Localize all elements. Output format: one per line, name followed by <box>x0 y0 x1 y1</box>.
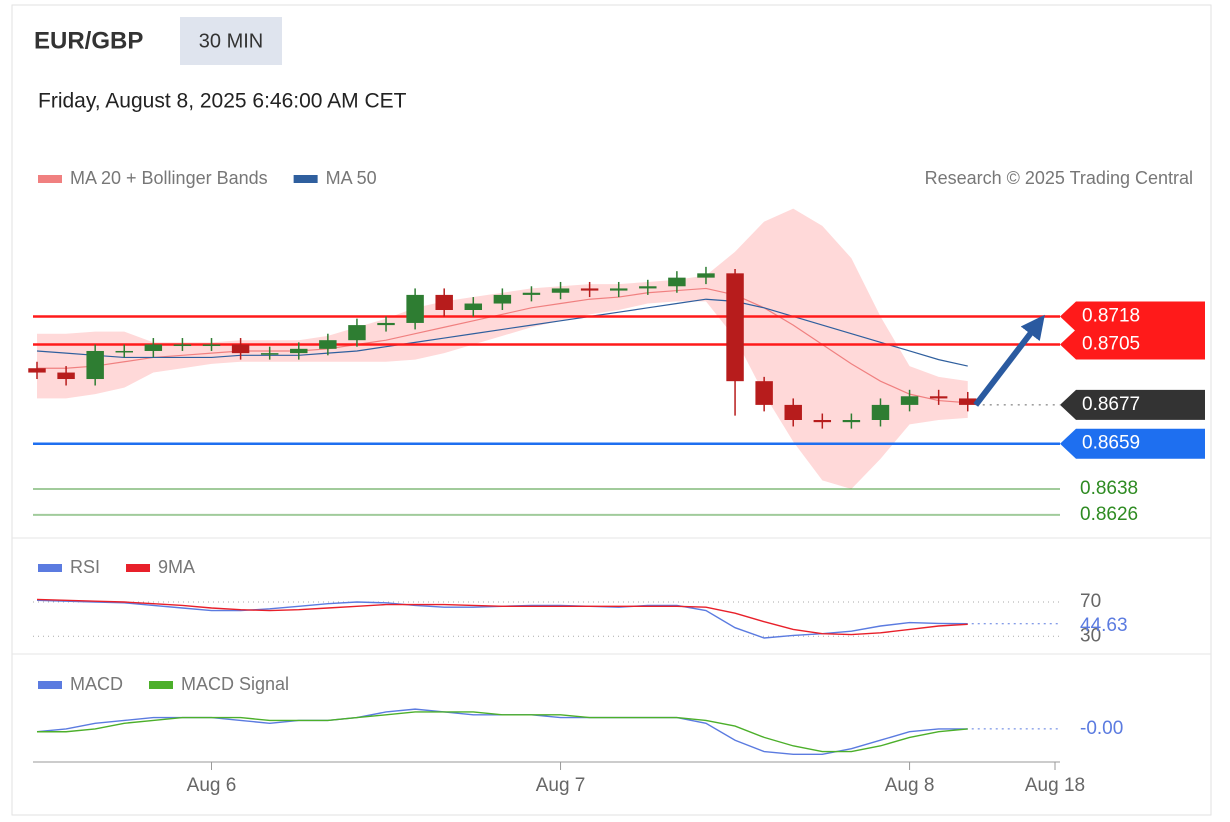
legend-swatch <box>293 175 318 183</box>
level-label: 0.8626 <box>1080 504 1138 525</box>
x-tick-label: Aug 7 <box>536 775 586 796</box>
level-label: 0.8659 <box>1082 433 1140 454</box>
last-value-label: 44.63 <box>1080 615 1128 636</box>
credit: Research © 2025 Trading Central <box>925 168 1193 188</box>
candle-body <box>900 396 919 405</box>
candle-body <box>202 344 221 347</box>
legend-label: 9MA <box>158 557 195 577</box>
indicator-line <box>37 711 968 753</box>
candle-body <box>929 396 948 399</box>
candle-body <box>290 348 308 354</box>
legend-label: MACD Signal <box>181 674 289 694</box>
datetime: Friday, August 8, 2025 6:46:00 AM CET <box>38 90 407 113</box>
legend-swatch <box>126 564 151 572</box>
x-tick-label: Aug 6 <box>187 775 237 796</box>
legend-swatch <box>149 681 173 689</box>
legend-label: MA 50 <box>326 168 377 188</box>
timeframe: 30 MIN <box>199 30 263 52</box>
ma20-line <box>37 287 968 404</box>
candle-body <box>551 288 570 293</box>
level-label: 0.8705 <box>1082 334 1140 355</box>
level-tag <box>1060 329 1205 360</box>
legend-swatch <box>38 175 62 183</box>
candle-body <box>28 368 46 373</box>
level-label: 0.8718 <box>1082 305 1140 326</box>
candle-body <box>784 404 802 420</box>
candle-body <box>319 340 337 349</box>
card-border <box>11 4 1212 816</box>
symbol: EUR/GBP <box>34 27 143 54</box>
candle-body <box>580 288 599 291</box>
candle-body <box>464 303 483 310</box>
indicator-line <box>36 598 968 636</box>
candle-body <box>406 294 424 323</box>
level-tag <box>1060 428 1205 459</box>
candle-body <box>668 277 686 287</box>
y-tick-label: 30 <box>1080 625 1101 646</box>
candle-body <box>609 288 628 291</box>
x-tick-label: Aug 8 <box>885 775 935 796</box>
candle-body <box>493 294 512 304</box>
legend-label: MA 20 + Bollinger Bands <box>70 168 268 188</box>
level-tag <box>1060 301 1205 332</box>
level-label: 0.8638 <box>1080 478 1138 499</box>
last-value-label: -0.00 <box>1080 718 1123 739</box>
candle-body <box>871 404 890 420</box>
forecast-arrow <box>973 314 1045 407</box>
candle-body <box>639 286 657 289</box>
candle-body <box>377 322 395 326</box>
candle-body <box>348 325 366 341</box>
candle-body <box>755 381 773 405</box>
legend-label: MACD <box>70 674 123 694</box>
candle-body <box>144 344 163 351</box>
legend-swatch <box>38 681 62 689</box>
last-price-label: 0.8677 <box>1082 394 1140 415</box>
y-tick-label: 70 <box>1080 591 1101 612</box>
candle-body <box>173 344 192 347</box>
candle-body <box>522 292 541 295</box>
candle-body <box>697 273 715 278</box>
legend-label: RSI <box>70 557 100 577</box>
candle-body <box>260 353 279 355</box>
candle-body <box>115 350 133 353</box>
timeframe-box <box>180 17 282 65</box>
candle-body <box>842 420 861 423</box>
candle-body <box>726 273 744 382</box>
candle-body <box>231 344 250 354</box>
x-tick-label: Aug 18 <box>1025 775 1085 796</box>
candle-body <box>57 372 75 380</box>
candle-body <box>86 350 104 380</box>
candle-body <box>813 420 832 423</box>
candle-body <box>435 294 453 310</box>
ma50-line <box>36 298 968 367</box>
legend-swatch <box>38 564 62 572</box>
candle-body <box>959 398 977 405</box>
last-price-tag <box>1060 389 1205 420</box>
